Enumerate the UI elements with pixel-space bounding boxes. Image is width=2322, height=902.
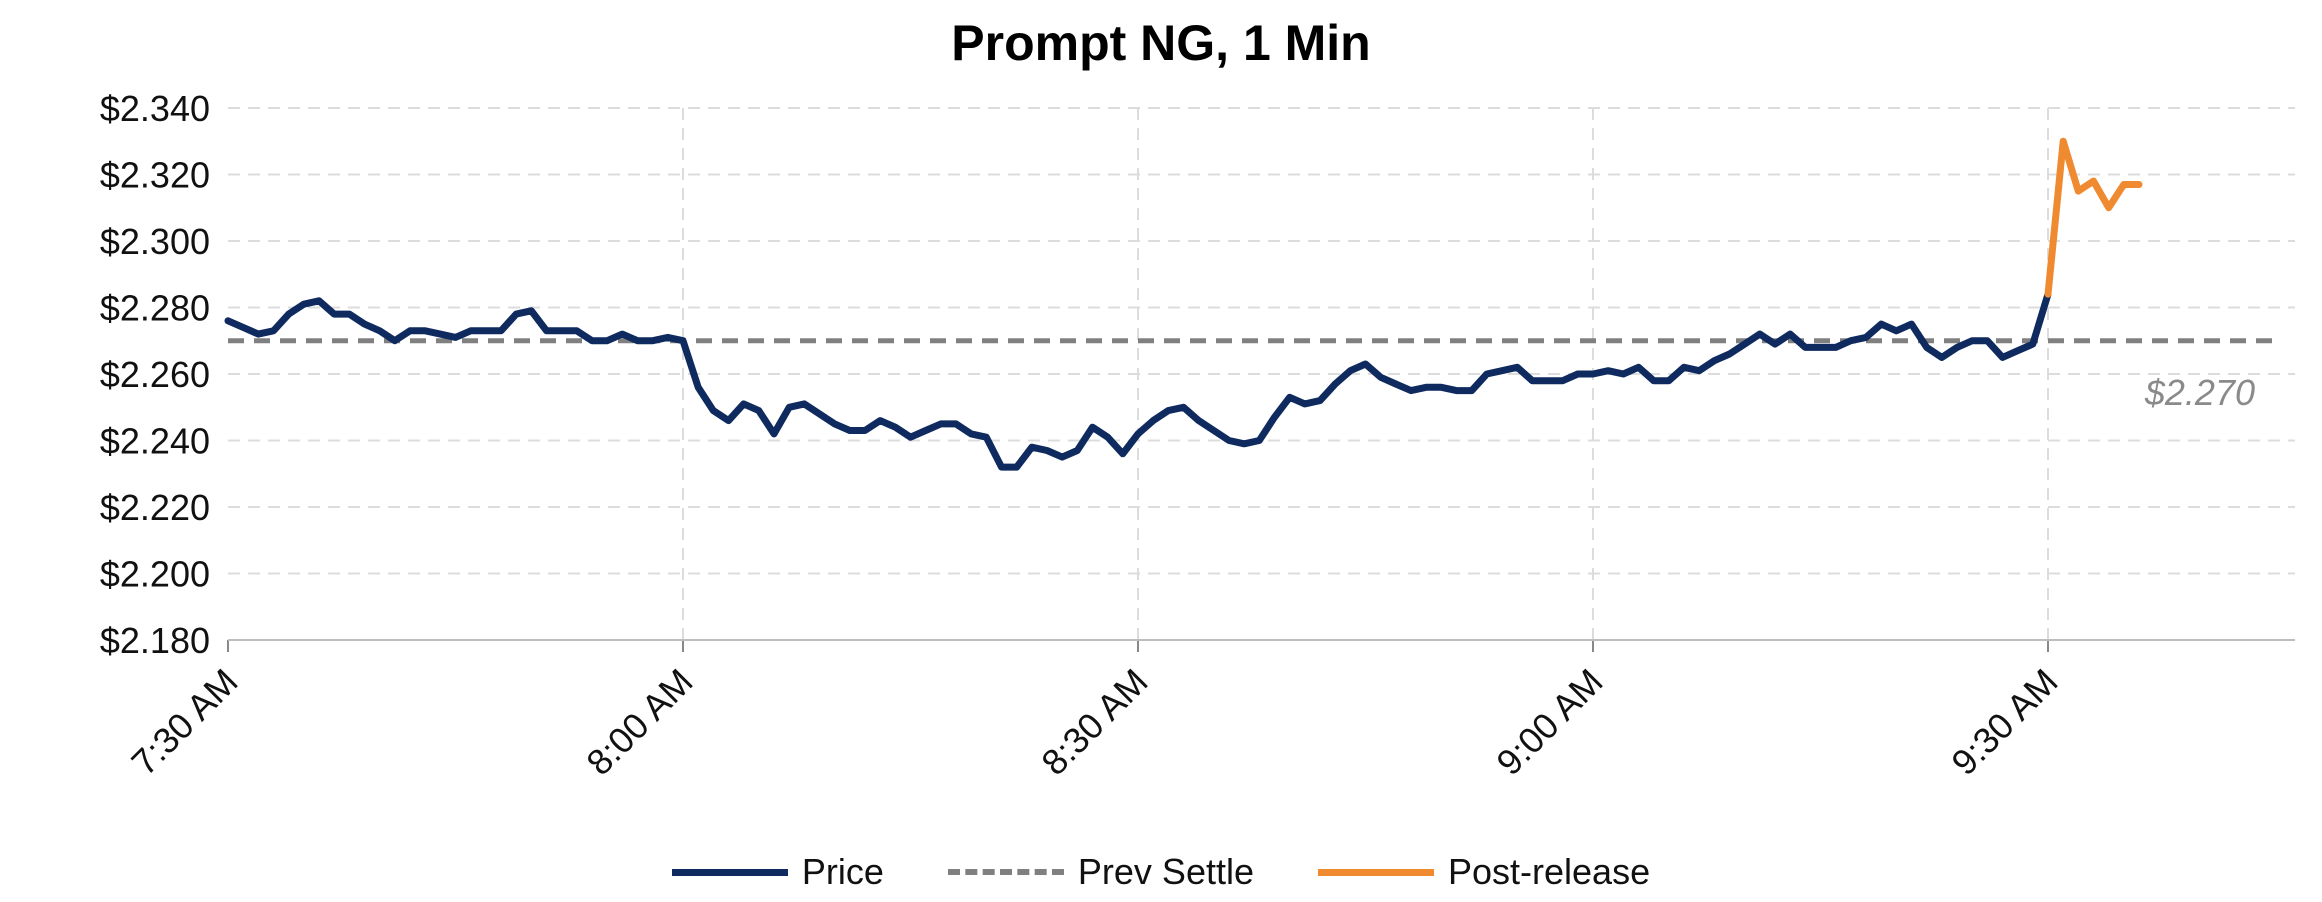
y-tick-label: $2.340 xyxy=(100,88,210,129)
legend-item-post-release: Post-release xyxy=(1318,851,1650,893)
x-tick-labels: 7:30 AM 8:00 AM 8:30 AM 9:00 AM 9:30 AM xyxy=(123,661,2065,783)
x-tick-label: 8:30 AM xyxy=(1033,661,1155,783)
y-tick-label: $2.320 xyxy=(100,155,210,196)
series-line-post-release xyxy=(2044,137,2143,298)
legend-swatch-prev-settle xyxy=(947,869,1064,875)
y-tick-labels: $2.340 $2.320 $2.300 $2.280 $2.260 $2.240 $2.2… xyxy=(100,88,210,661)
y-tick-label: $2.200 xyxy=(100,554,210,595)
legend-item-prev-settle: Prev Settle xyxy=(947,851,1254,893)
y-tick-label: $2.260 xyxy=(100,354,210,395)
chart-title: Prompt NG, 1 Min xyxy=(951,15,1371,71)
legend-swatch-price xyxy=(671,868,788,876)
x-tick-label: 8:00 AM xyxy=(578,661,700,783)
legend-label-prev-settle: Prev Settle xyxy=(1077,851,1254,892)
axes-layer xyxy=(227,639,2295,652)
y-tick-label: $2.180 xyxy=(100,620,210,661)
grid-layer xyxy=(228,107,2295,640)
y-tick-label: $2.240 xyxy=(100,421,210,462)
legend-label-post-release: Post-release xyxy=(1448,851,1651,892)
legend-label-price: Price xyxy=(801,851,884,892)
x-tick-label: 9:00 AM xyxy=(1488,661,1610,783)
prev-settle-label: $2.270 xyxy=(2144,372,2255,413)
annotation-layer: $2.270 xyxy=(2144,372,2255,413)
x-tick-label: 9:30 AM xyxy=(1943,661,2065,783)
y-tick-label: $2.280 xyxy=(100,288,210,329)
y-tick-label: $2.300 xyxy=(100,221,210,262)
legend-item-price: Price xyxy=(671,851,884,893)
y-tick-label: $2.220 xyxy=(100,487,210,528)
legend: Price Prev Settle Post-release xyxy=(0,842,2322,902)
series-layer xyxy=(224,137,2276,471)
legend-swatch-post-release xyxy=(1318,868,1434,876)
x-tick-label: 7:30 AM xyxy=(123,661,245,783)
